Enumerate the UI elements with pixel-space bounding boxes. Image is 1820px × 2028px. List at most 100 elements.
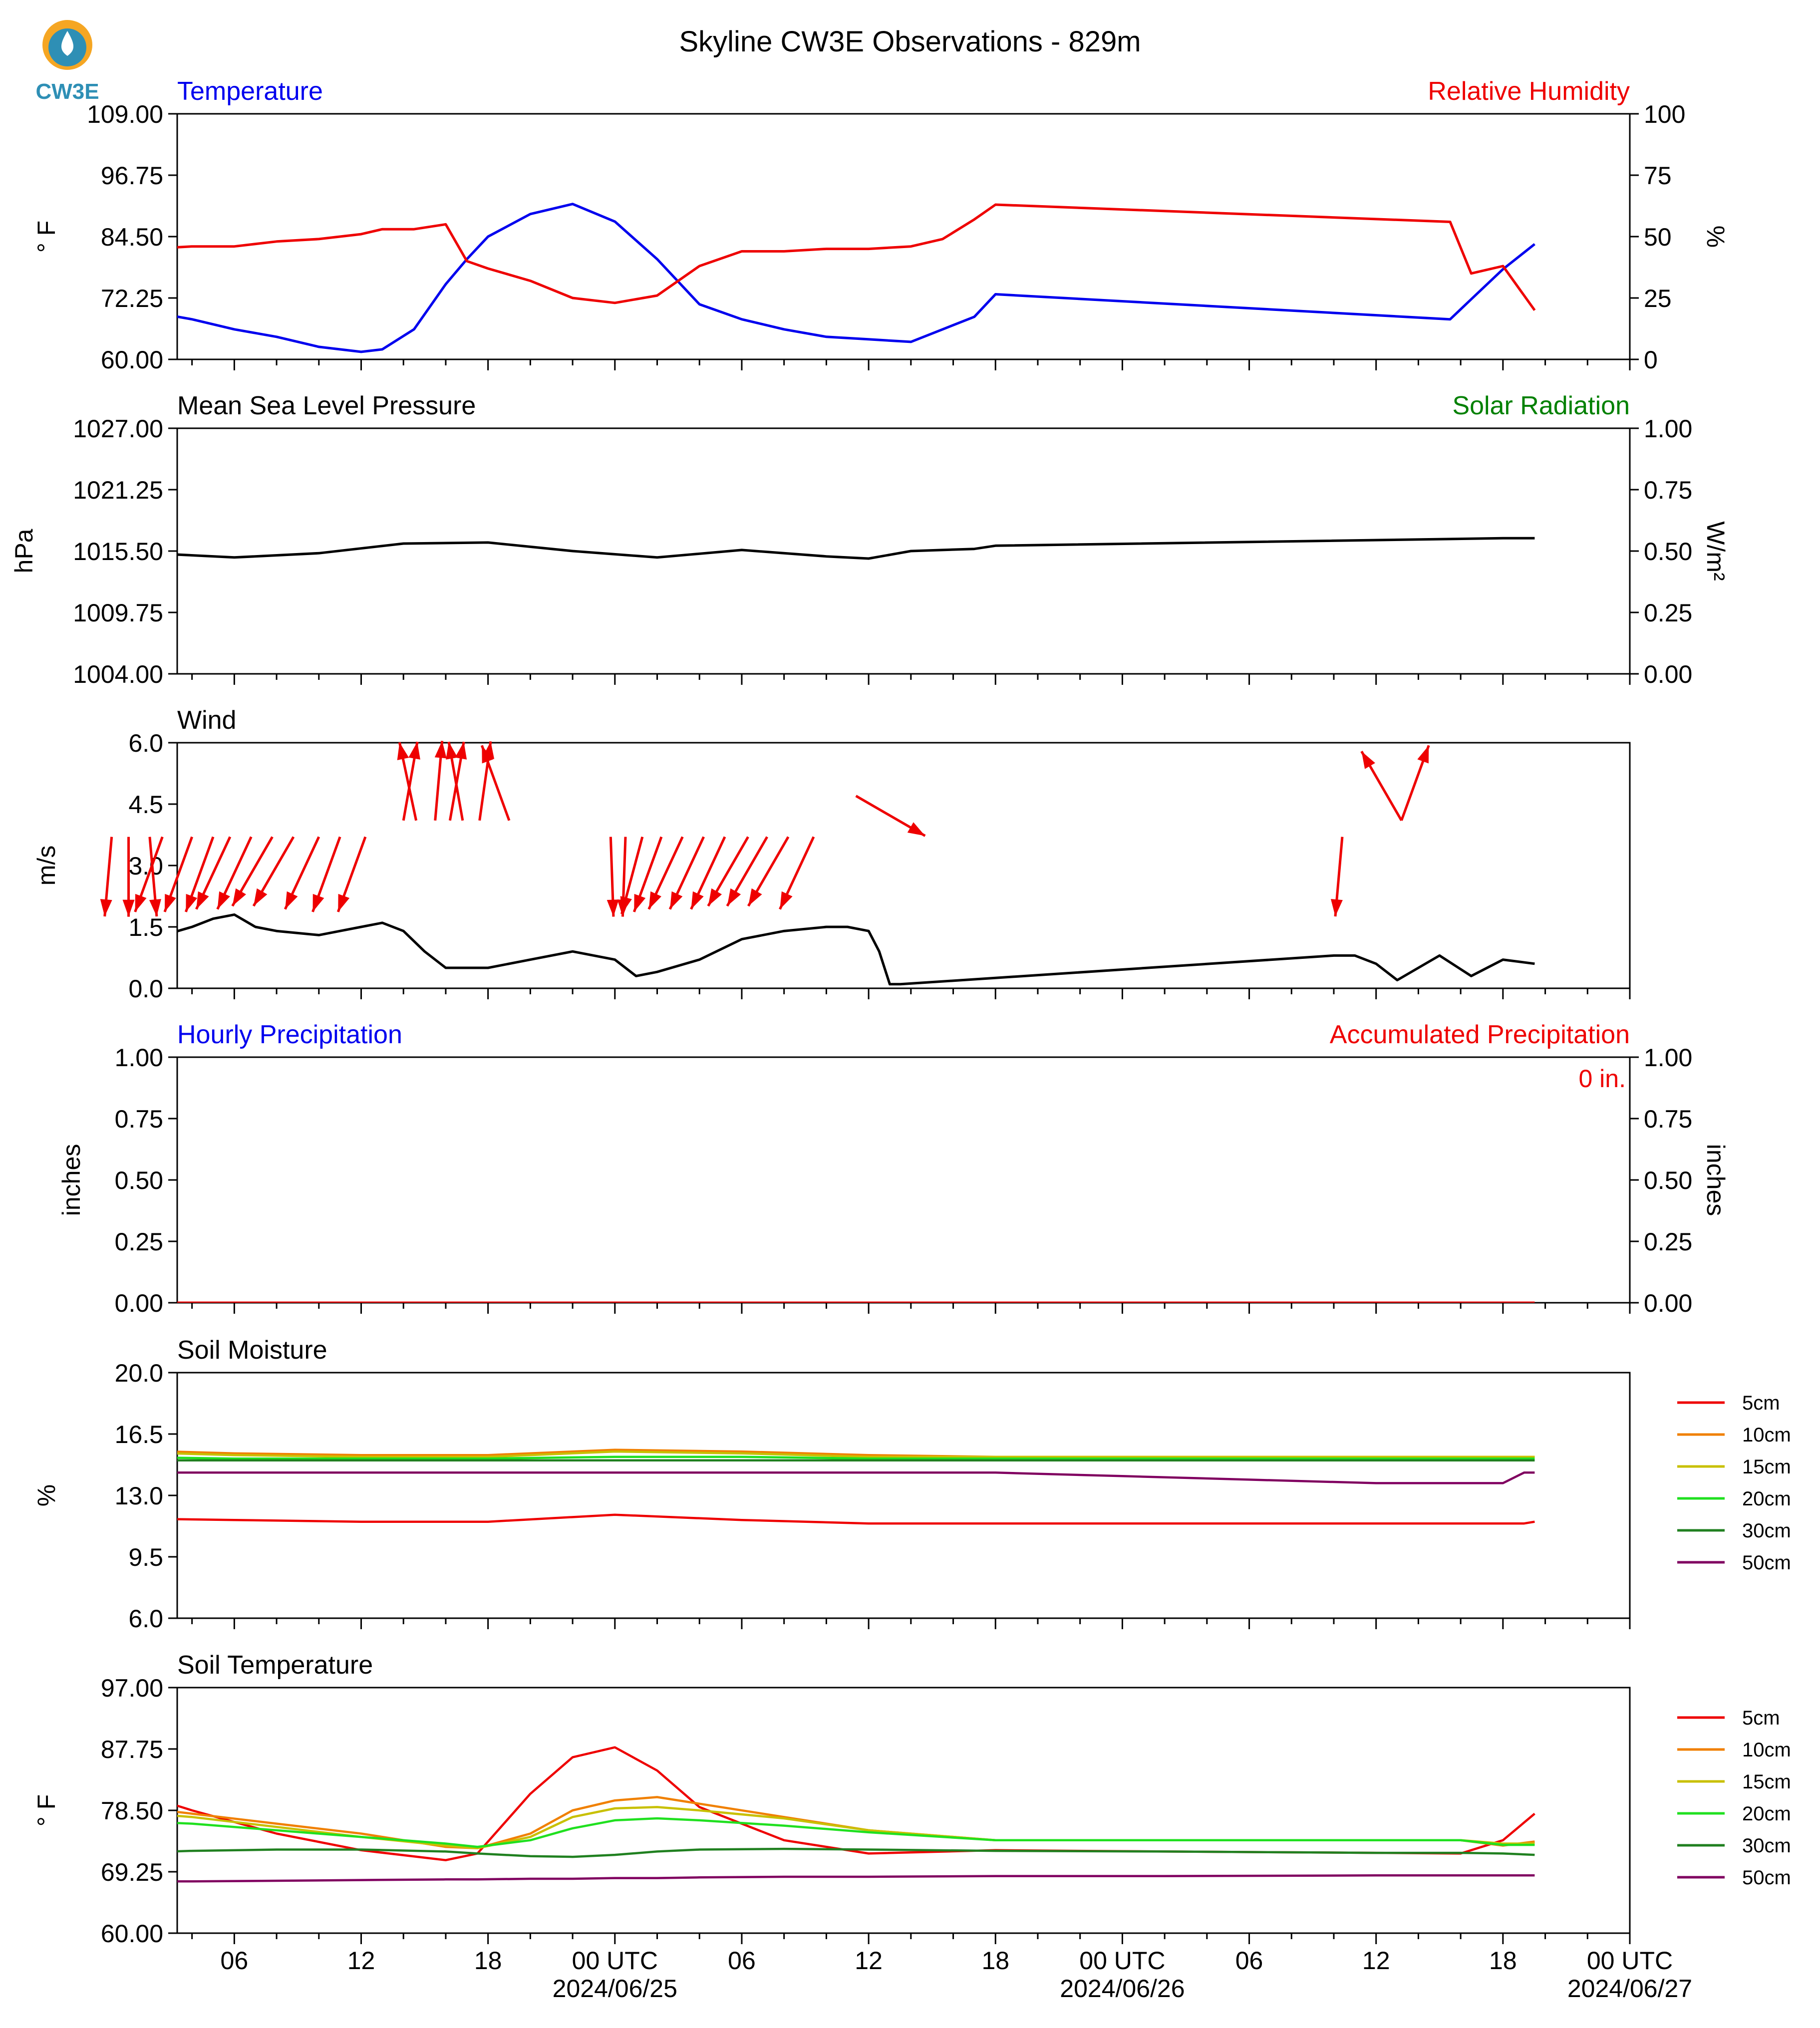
y-tick-label: 0.00 [115,1289,163,1317]
wind-arrow-head [1417,745,1429,764]
panel-left-title: Mean Sea Level Pressure [177,391,476,420]
legend-label: 10cm [1742,1739,1791,1761]
y-axis-label: ° F [32,1794,60,1826]
legend: 5cm 10cm 15cm 20cm 30cm 50cm [1677,1392,1791,1574]
wind-arrow [668,836,705,910]
y-tick-label: 72.25 [101,285,163,312]
y-tick-label: 60.00 [101,346,163,374]
y-tick-label: 109.00 [87,100,163,128]
wind-arrow-head [748,888,762,906]
y-tick-label: 84.50 [101,223,163,251]
wind-arrow-head [253,888,268,906]
y-tick-label: 96.75 [101,162,163,190]
wind-arrow [216,836,253,910]
panel-right-title: Accumulated Precipitation [1330,1020,1630,1049]
legend-label: 30cm [1742,1835,1791,1857]
plot-frame [176,427,1631,675]
y2-tick-label: 0.50 [1644,538,1692,566]
wind-arrow-head [780,891,793,909]
wind-arrow [397,742,418,821]
wind-arrow [184,836,215,912]
wind-arrow-head [434,741,447,759]
y2-tick-label: 1.00 [1644,1044,1692,1072]
panel-5: 20.0 16.5 13.0 9.5 6.0 Soil Moisture% 5cm 10cm 1… [32,1336,1791,1633]
series-line-50cm [177,1874,1535,1883]
y2-tick-label: 100 [1644,100,1685,128]
series-line-wind-speed [177,913,1535,986]
cw3e-logo: CW3E [35,20,99,104]
y-axis-label: ° F [32,221,60,253]
legend: 5cm 10cm 15cm 20cm 30cm 50cm [1677,1707,1791,1889]
y-tick-label: 60.00 [101,1920,163,1948]
y2-tick-label: 0.75 [1644,476,1692,504]
wind-arrow-head [1361,751,1375,769]
y-tick-label: 1027.00 [73,415,163,443]
y2-tick-label: 0.25 [1644,1228,1692,1256]
wind-arrow [100,837,113,917]
panel-4: 1.00 0.75 0.50 0.25 0.00 1.00 0.75 0.50 0.25 0.00… [57,1020,1730,1317]
wind-arrow-head [691,891,704,909]
wind-arrow-head [122,899,135,917]
wind-arrow [726,836,768,907]
wind-arrow [1360,750,1403,822]
y-tick-label: 1009.75 [73,599,163,627]
wind-arrow [231,836,274,907]
wind-arrow-head [648,891,661,909]
wind-arrow [855,795,926,837]
wind-arrow-head [455,742,467,760]
legend-label: 50cm [1742,1552,1791,1574]
y2-axis-label: % [1702,226,1730,248]
y-axis-label: m/s [32,846,60,886]
wind-arrow-head [149,899,161,916]
wind-arrow [434,741,447,821]
y-tick-label: 69.25 [101,1858,163,1886]
wind-arrow [336,836,367,912]
x-tick-label: 12 [1362,1947,1390,1975]
logo-text: CW3E [35,79,99,104]
y2-tick-label: 0.00 [1644,1289,1692,1317]
wind-arrow-head [620,896,632,914]
panel-left-title: Wind [177,706,236,735]
wind-arrow [402,741,420,821]
y2-axis-label: inches [1702,1144,1730,1216]
wind-arrow [620,836,644,914]
wind-arrow [134,836,164,912]
wind-arrow-head [1330,899,1343,916]
wind-arrow-head [217,891,230,909]
y-axis-label: hPa [10,529,38,573]
wind-arrow-head [670,891,683,909]
x-tick-label: 00 UTC [1587,1947,1673,1975]
wind-arrow-head [727,888,741,906]
wind-arrow-head [285,891,298,909]
plot-frame [176,113,1631,360]
series-line-50cm [177,1471,1535,1484]
y-tick-label: 6.0 [128,729,163,757]
wind-arrow-head [482,745,494,764]
series-line-temperature [177,203,1535,353]
series-line-20cm [177,1817,1535,1848]
panels: 109.00 96.75 84.50 72.25 60.00 100 75 50 25 0 Temp… [10,77,1791,2003]
y-tick-label: 13.0 [115,1482,163,1510]
wind-arrow [148,837,161,917]
wind-arrow [1330,837,1344,917]
y-tick-label: 78.50 [101,1797,163,1825]
panel-right-title: Relative Humidity [1428,77,1630,106]
wind-arrow-head [186,893,198,912]
y2-tick-label: 75 [1644,162,1672,190]
legend-label: 50cm [1742,1867,1791,1889]
y2-tick-label: 0.50 [1644,1166,1692,1194]
wind-arrow-head [607,899,619,917]
wind-arrow-head [164,893,176,912]
y-tick-label: 1021.25 [73,476,163,504]
y-tick-label: 1.00 [115,1044,163,1072]
y-axis-label: % [32,1484,60,1506]
wind-arrow [779,836,815,910]
y-tick-label: 20.0 [115,1359,163,1387]
wind-arrow-head [338,893,350,912]
wind-arrow [284,836,320,910]
logo-drop-icon [61,31,74,56]
figure-title: Skyline CW3E Observations - 829m [679,25,1141,58]
panel-left-title: Temperature [177,77,323,106]
legend-label: 20cm [1742,1488,1791,1510]
wind-arrow [1400,745,1430,821]
